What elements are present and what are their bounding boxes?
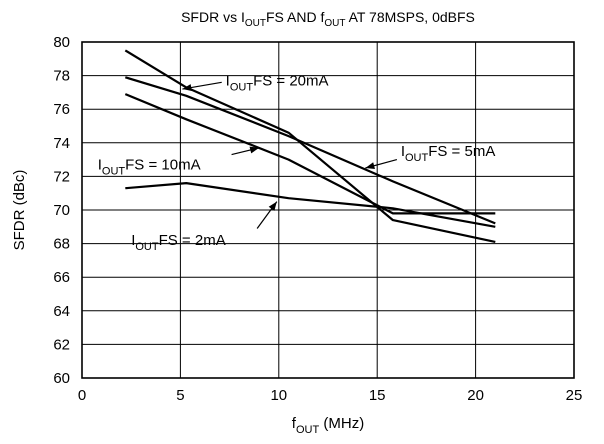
- y-tick-label: 80: [53, 34, 70, 51]
- series-annotation: IOUT​FS = 20mA: [182, 73, 329, 94]
- plot-frame: [81, 41, 575, 379]
- annotation-label: IOUT​FS = 5mA: [401, 143, 496, 164]
- y-tick-label: 68: [53, 236, 70, 253]
- x-tick-label: 5: [176, 387, 184, 404]
- annotations: IOUT​FS = 20mA IOUT​FS = 10mA IOUT​FS = 5m…: [98, 73, 496, 254]
- series-line-ioutfs-5ma: [124, 76, 496, 225]
- x-tick-label: 15: [369, 387, 386, 404]
- y-tick-label: 60: [53, 370, 70, 387]
- annotation-arrowhead: [249, 146, 260, 154]
- series-annotation: IOUT​FS = 5mA: [365, 143, 496, 170]
- annotation-arrowhead: [182, 84, 192, 91]
- y-tick-label: 66: [53, 269, 70, 286]
- series-line-ioutfs-20ma: [124, 49, 496, 243]
- y-axis-label: SFDR (dBc): [11, 170, 28, 251]
- series-annotation: IOUT​FS = 10mA: [98, 146, 260, 178]
- annotation-label: IOUT​FS = 10mA: [98, 157, 201, 178]
- y-tick-label: 72: [53, 168, 70, 185]
- x-axis-label: fOUT​ (MHz): [292, 415, 364, 436]
- series-annotation: IOUT​FS = 2mA: [131, 201, 278, 253]
- y-tick-label: 62: [53, 336, 70, 353]
- x-tick-label: 20: [467, 387, 484, 404]
- y-tick-label: 78: [53, 68, 70, 85]
- x-tick-label: 0: [78, 387, 86, 404]
- x-tick-label: 25: [566, 387, 583, 404]
- annotation-label: IOUT​FS = 2mA: [131, 232, 226, 253]
- chart-title: SFDR vs IOUT​FS AND fOUT​ AT 78MSPS, 0dB…: [181, 9, 475, 29]
- y-tick-label: 64: [53, 303, 70, 320]
- annotation-label: IOUT​FS = 20mA: [226, 73, 329, 94]
- y-tick-label: 76: [53, 101, 70, 118]
- annotation-arrowhead: [268, 201, 277, 211]
- annotation-arrowhead: [365, 162, 375, 170]
- y-tick-label: 70: [53, 202, 70, 219]
- series-line-ioutfs-2ma: [125, 182, 496, 228]
- y-tick-label: 74: [53, 135, 70, 152]
- series-group: [124, 49, 496, 243]
- x-tick-label: 10: [270, 387, 287, 404]
- tick-labels: 0 5 10 15 20 25 60 62 64 66 68 70 72 74 76 78 80: [53, 34, 582, 404]
- grid: [82, 42, 574, 378]
